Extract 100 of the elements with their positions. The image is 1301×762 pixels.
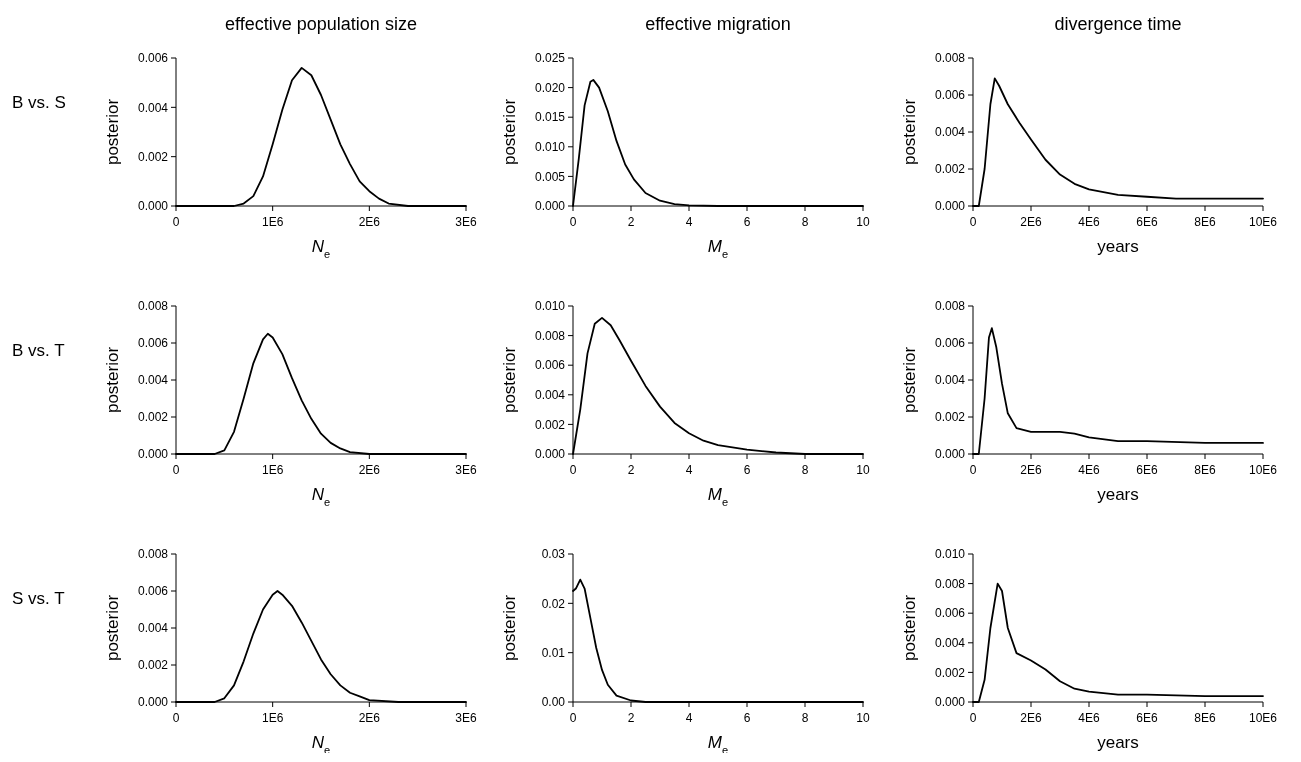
y-tick-label: 0.006: [934, 336, 966, 351]
x-tick-label: 8E6: [1194, 463, 1216, 477]
y-tick-label: 0.000: [934, 447, 966, 462]
x-tick-label: 2: [627, 711, 635, 725]
y-axis-title: posterior: [103, 346, 122, 414]
y-tick-label: 0.006: [137, 584, 169, 599]
x-tick-label: 6E6: [1136, 215, 1158, 229]
x-tick-label: 0: [172, 215, 180, 229]
y-tick-label: 0.000: [137, 695, 169, 710]
x-tick-label: 0: [172, 463, 180, 477]
x-tick-label: 6: [743, 711, 751, 725]
x-axis-title: years: [1097, 237, 1139, 256]
text: B vs. S: [12, 93, 66, 112]
x-axis-title: years: [1097, 733, 1139, 752]
chart-title: divergence time: [1054, 14, 1182, 34]
x-tick-label: 0: [569, 711, 577, 725]
x-tick-label: 8: [801, 463, 809, 477]
y-axis-title: posterior: [103, 98, 122, 166]
x-tick-label: 4: [685, 711, 693, 725]
x-tick-label: 0: [569, 215, 577, 229]
x-tick-label: 10E6: [1248, 215, 1278, 229]
y-tick-label: 0.004: [137, 621, 169, 636]
x-tick-label: 8: [801, 711, 809, 725]
y-tick-label: 0.006: [934, 88, 966, 103]
y-tick-label: 0.006: [934, 606, 966, 621]
x-tick-label: 10: [856, 463, 870, 477]
x-tick-label: 2E6: [1020, 463, 1042, 477]
y-axis-title: posterior: [900, 98, 919, 166]
y-axis-title: posterior: [500, 98, 519, 166]
y-axis-title: posterior: [900, 346, 919, 414]
x-tick-label: 6: [743, 463, 751, 477]
y-tick-label: 0.015: [534, 110, 566, 125]
x-tick-label: 1E6: [261, 463, 284, 477]
y-tick-label: 0.008: [137, 547, 169, 562]
y-tick-label: 0.004: [137, 100, 169, 115]
y-tick-label: 0.002: [137, 658, 169, 673]
y-tick-label: 0.008: [934, 576, 966, 591]
y-tick-label: 0.002: [934, 665, 966, 680]
y-tick-label: 0.006: [137, 51, 169, 66]
x-tick-label: 4: [685, 215, 693, 229]
x-tick-label: 2E6: [358, 215, 381, 229]
y-tick-label: 0.01: [541, 645, 566, 660]
x-tick-label: 2E6: [358, 711, 381, 725]
chart-title: effective population size: [225, 14, 417, 34]
y-tick-label: 0.004: [137, 373, 169, 388]
x-tick-label: 2E6: [1020, 215, 1042, 229]
y-axis-title: posterior: [500, 594, 519, 662]
x-tick-label: 8: [801, 215, 809, 229]
x-tick-label: 4E6: [1078, 711, 1100, 725]
y-tick-label: 0.002: [137, 410, 169, 425]
y-tick-label: 0.000: [934, 199, 966, 214]
x-tick-label: 0: [969, 463, 977, 477]
x-tick-label: 10: [856, 215, 870, 229]
x-tick-label: 10: [856, 711, 870, 725]
y-tick-label: 0.02: [541, 596, 566, 611]
y-tick-label: 0.004: [934, 125, 966, 140]
x-tick-label: 8E6: [1194, 711, 1216, 725]
y-tick-label: 0.010: [534, 299, 566, 314]
y-tick-label: 0.00: [541, 695, 566, 710]
y-tick-label: 0.002: [934, 162, 966, 177]
x-tick-label: 2: [627, 215, 635, 229]
x-axis-title: years: [1097, 485, 1139, 504]
y-tick-label: 0.000: [934, 695, 966, 710]
chart-title: effective migration: [645, 14, 791, 34]
y-tick-label: 0.03: [541, 547, 566, 562]
x-tick-label: 10E6: [1248, 711, 1278, 725]
x-axis-title: N$_{e}$: [311, 237, 331, 260]
y-tick-label: 0.000: [137, 199, 169, 214]
y-tick-label: 0.008: [137, 299, 169, 314]
y-tick-label: 0.002: [934, 410, 966, 425]
x-axis-title: M$_{e}$: [707, 485, 729, 508]
x-tick-label: 2: [627, 463, 635, 477]
x-tick-label: 4E6: [1078, 463, 1100, 477]
y-tick-label: 0.008: [534, 328, 566, 343]
x-tick-label: 8E6: [1194, 215, 1216, 229]
x-tick-label: 3E6: [455, 215, 477, 229]
y-tick-label: 0.020: [534, 80, 566, 95]
x-tick-label: 0: [969, 215, 977, 229]
x-tick-label: 3E6: [455, 711, 477, 725]
x-tick-label: 6E6: [1136, 711, 1158, 725]
y-tick-label: 0.006: [534, 358, 566, 373]
x-tick-label: 2E6: [358, 463, 381, 477]
y-tick-label: 0.000: [534, 447, 566, 462]
y-tick-label: 0.004: [934, 373, 966, 388]
y-tick-label: 0.025: [534, 51, 566, 66]
text: B vs. T: [12, 341, 65, 360]
x-tick-label: 0: [569, 463, 577, 477]
y-tick-label: 0.002: [534, 417, 566, 432]
x-tick-label: 4: [685, 463, 693, 477]
y-tick-label: 0.005: [534, 169, 566, 184]
y-tick-label: 0.004: [934, 636, 966, 650]
y-axis-title: posterior: [900, 594, 919, 662]
y-tick-label: 0.008: [934, 299, 966, 314]
x-tick-label: 0: [172, 711, 180, 725]
y-tick-label: 0.008: [934, 51, 966, 66]
y-tick-label: 0.006: [137, 336, 169, 351]
x-tick-label: 4E6: [1078, 215, 1100, 229]
y-tick-label: 0.010: [534, 140, 566, 154]
y-tick-label: 0.000: [534, 199, 566, 214]
x-tick-label: 3E6: [455, 463, 477, 477]
